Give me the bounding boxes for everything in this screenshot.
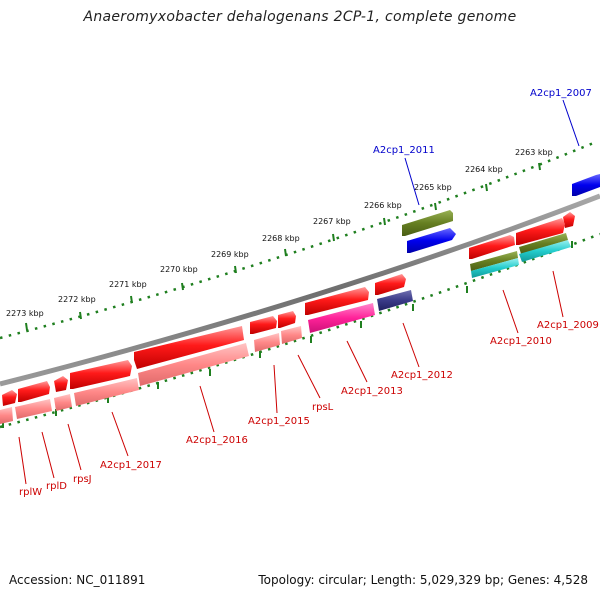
ruler-outer bbox=[0, 140, 597, 340]
features-forward bbox=[0, 174, 600, 424]
tick-mark bbox=[383, 217, 386, 226]
gene-feature[interactable] bbox=[2, 390, 17, 406]
leader-line bbox=[18, 436, 27, 485]
ruler-line bbox=[0, 232, 600, 429]
tick-mark bbox=[332, 233, 335, 242]
gene-label[interactable]: rplD bbox=[46, 481, 67, 492]
gene-label[interactable]: A2cp1_2011 bbox=[373, 145, 435, 156]
tick-label: 2270 kbp bbox=[160, 265, 198, 274]
tick-mark bbox=[485, 183, 488, 192]
tick-mark bbox=[284, 248, 287, 257]
genome-backbone bbox=[0, 193, 600, 387]
tick-label: 2269 kbp bbox=[211, 250, 249, 259]
gene-label[interactable]: A2cp1_2009 bbox=[537, 320, 599, 331]
gene-label[interactable]: A2cp1_2007 bbox=[530, 88, 592, 99]
gene-feature[interactable] bbox=[254, 333, 280, 352]
accession-text: Accession: NC_011891 bbox=[9, 573, 146, 587]
gene-label[interactable]: A2cp1_2015 bbox=[248, 416, 310, 427]
map-title: Anaeromyxobacter dehalogenans 2CP-1, com… bbox=[83, 9, 517, 25]
gene-labels: A2cp1_2007 A2cp1_2011 A2cp1_2009 A2cp1_2… bbox=[19, 88, 599, 498]
gene-label[interactable]: A2cp1_2013 bbox=[341, 386, 403, 397]
gene-feature[interactable] bbox=[138, 343, 249, 386]
gene-label[interactable]: rplW bbox=[19, 487, 42, 498]
gene-feature[interactable] bbox=[519, 240, 571, 262]
gene-feature[interactable] bbox=[250, 316, 277, 334]
gene-feature[interactable] bbox=[278, 311, 296, 328]
tick-mark bbox=[25, 322, 28, 331]
ruler-line bbox=[0, 140, 597, 340]
gene-feature[interactable] bbox=[377, 290, 413, 311]
gene-feature[interactable] bbox=[18, 381, 50, 402]
tick-mark bbox=[234, 265, 237, 274]
gene-label[interactable]: A2cp1_2012 bbox=[391, 370, 453, 381]
gene-feature[interactable] bbox=[519, 233, 568, 254]
leader-line bbox=[502, 289, 519, 334]
leader-line bbox=[273, 364, 278, 414]
tick-label: 2264 kbp bbox=[465, 165, 503, 174]
gene-feature[interactable] bbox=[308, 303, 375, 333]
leader-line bbox=[199, 385, 215, 433]
leader-line bbox=[41, 431, 55, 479]
leader-line bbox=[562, 99, 580, 147]
gene-feature[interactable] bbox=[54, 376, 68, 392]
leader-line bbox=[67, 423, 82, 471]
tick-label: 2272 kbp bbox=[58, 295, 96, 304]
leader-line bbox=[404, 157, 420, 206]
gene-feature[interactable] bbox=[572, 174, 600, 196]
gene-feature[interactable] bbox=[375, 274, 406, 295]
tick-mark bbox=[538, 162, 541, 171]
leader-line bbox=[552, 270, 564, 318]
tick-label: 2266 kbp bbox=[364, 201, 402, 210]
genome-summary-text: Topology: circular; Length: 5,029,329 bp… bbox=[258, 573, 588, 587]
tick-label: 2265 kbp bbox=[414, 183, 452, 192]
gene-feature[interactable] bbox=[563, 212, 575, 228]
tick-label: 2273 kbp bbox=[6, 309, 44, 318]
leader-line bbox=[402, 322, 420, 368]
leader-line bbox=[297, 354, 321, 399]
gene-feature[interactable] bbox=[471, 258, 519, 278]
tick-label: 2271 kbp bbox=[109, 280, 147, 289]
gene-label[interactable]: A2cp1_2017 bbox=[100, 460, 162, 471]
gene-label[interactable]: rpsL bbox=[312, 402, 334, 413]
gene-feature[interactable] bbox=[70, 360, 132, 389]
tick-mark bbox=[130, 295, 133, 304]
tick-mark bbox=[79, 311, 82, 320]
tick-mark bbox=[181, 282, 184, 291]
leader-lines bbox=[18, 99, 580, 485]
gene-feature[interactable] bbox=[74, 378, 139, 406]
gene-feature[interactable] bbox=[134, 326, 244, 369]
tick-label: 2268 kbp bbox=[262, 234, 300, 243]
gene-feature[interactable] bbox=[407, 228, 456, 253]
gene-feature[interactable] bbox=[469, 235, 515, 259]
tick-label: 2267 kbp bbox=[313, 217, 351, 226]
tick-label: 2263 kbp bbox=[515, 148, 553, 157]
leader-line bbox=[111, 411, 129, 457]
tick-mark bbox=[434, 202, 437, 211]
ruler-labels: 2263 kbp 2264 kbp 2265 kbp 2266 kbp 2267… bbox=[6, 148, 553, 318]
ruler-inner bbox=[0, 232, 600, 429]
gene-feature[interactable] bbox=[281, 326, 302, 344]
gene-feature[interactable] bbox=[516, 218, 565, 245]
gene-feature[interactable] bbox=[15, 399, 52, 419]
gene-feature[interactable] bbox=[0, 407, 13, 424]
gene-label[interactable]: A2cp1_2016 bbox=[186, 435, 248, 446]
gene-label[interactable]: rpsJ bbox=[73, 474, 92, 485]
gene-feature[interactable] bbox=[305, 287, 369, 315]
gene-feature[interactable] bbox=[402, 210, 453, 236]
gene-feature[interactable] bbox=[54, 394, 72, 411]
leader-line bbox=[346, 340, 368, 383]
gene-feature[interactable] bbox=[470, 251, 518, 271]
gene-label[interactable]: A2cp1_2010 bbox=[490, 336, 552, 347]
